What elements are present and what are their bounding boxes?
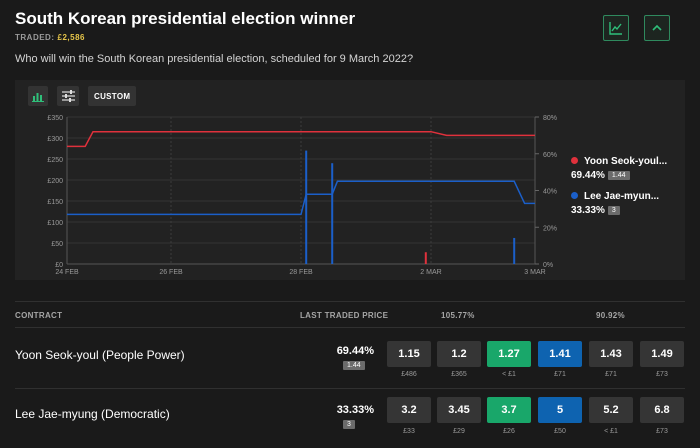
y-left-tick-label: £0 — [55, 262, 63, 269]
back-amount-3: £486 — [401, 371, 417, 378]
back-price-3[interactable]: 3.2 — [387, 397, 431, 423]
chevron-up-icon — [652, 24, 662, 31]
volume-bar — [513, 237, 516, 264]
volume-bar — [331, 163, 334, 264]
y-left-tick-label: £300 — [47, 136, 63, 143]
x-tick-label: 24 FEB — [55, 269, 79, 276]
series-line-lee — [67, 180, 535, 216]
chart-toggle-button[interactable] — [603, 15, 629, 41]
back-price-2[interactable]: 1.2 — [437, 341, 481, 367]
back-price-2[interactable]: 3.45 — [437, 397, 481, 423]
back-book-percentage: 105.77% — [441, 311, 475, 320]
traded-volume: TRADED: £2,586 — [15, 33, 85, 42]
divider — [15, 301, 685, 302]
back-amount-best: < £1 — [502, 371, 516, 378]
legend-value-lee: 33.33% — [571, 205, 605, 216]
lay-price-best[interactable]: 5 — [538, 397, 582, 423]
back-amount-2: £365 — [451, 371, 467, 378]
y-left-tick-label: £150 — [47, 199, 63, 206]
back-amount-3: £33 — [403, 428, 415, 435]
y-left-tick-label: £50 — [51, 241, 63, 248]
contract-name[interactable]: Yoon Seok-youl (People Power) — [15, 348, 185, 362]
lay-book-percentage: 90.92% — [596, 311, 625, 320]
chart-axis-ticks: £350 £300 £250 £200 £150 £100 £50 £0 80% 60% 40% 20… — [47, 115, 557, 276]
volume-bar — [424, 252, 427, 264]
price-chart: £350 £300 £250 £200 £150 £100 £50 £0 80% 60% 40% 20… — [47, 115, 557, 276]
y-right-tick-label: 0% — [543, 262, 553, 269]
back-amount-best: £26 — [503, 428, 515, 435]
lay-amount-3: £73 — [656, 428, 668, 435]
lay-amount-best: £50 — [554, 428, 566, 435]
lay-amount-2: £71 — [605, 371, 617, 378]
legend-item-yoon[interactable]: Yoon Seok-youl... 69.44% 1.44 — [571, 156, 667, 181]
last-traded-odds-badge: 3 — [343, 420, 355, 429]
back-price-best[interactable]: 1.27 — [487, 341, 531, 367]
lay-amount-best: £71 — [554, 371, 566, 378]
y-left-tick-label: £350 — [47, 115, 63, 122]
last-traded-percent: 69.44% — [336, 345, 374, 357]
back-price-3[interactable]: 1.15 — [387, 341, 431, 367]
lay-amount-2: < £1 — [604, 428, 618, 435]
chart-grid — [66, 116, 536, 265]
traded-amount: £2,586 — [57, 33, 85, 42]
last-traded-column-header: LAST TRADED PRICE — [300, 311, 389, 320]
last-traded-odds-badge: 1.44 — [343, 361, 365, 370]
chart-settings-button[interactable] — [57, 86, 79, 106]
volume-bar — [305, 150, 308, 264]
lay-price-best[interactable]: 1.41 — [538, 341, 582, 367]
lay-price-3[interactable]: 6.8 — [640, 397, 684, 423]
back-amount-2: £29 — [453, 428, 465, 435]
market-question: Who will win the South Korean presidenti… — [15, 53, 414, 65]
legend-value-yoon: 69.44% — [571, 170, 605, 181]
page-title: South Korean presidential election winne… — [15, 9, 356, 28]
lay-price-2[interactable]: 1.43 — [589, 341, 633, 367]
series-line-yoon — [67, 130, 535, 148]
bar-chart-icon — [32, 93, 44, 102]
lay-price-2[interactable]: 5.2 — [589, 397, 633, 423]
last-traded-percent: 33.33% — [336, 404, 374, 416]
x-tick-label: 26 FEB — [159, 269, 183, 276]
legend-item-lee[interactable]: Lee Jae-myun... 33.33% 3 — [571, 191, 659, 216]
divider — [15, 388, 685, 389]
legend-dot-lee — [571, 192, 578, 199]
collapse-button[interactable] — [644, 15, 670, 41]
divider — [15, 327, 685, 328]
lay-amount-3: £73 — [656, 371, 668, 378]
back-price-best[interactable]: 3.7 — [487, 397, 531, 423]
chart-series-lines — [67, 130, 535, 216]
lay-price-3[interactable]: 1.49 — [640, 341, 684, 367]
legend-badge-yoon: 1.44 — [607, 170, 630, 180]
traded-label: TRADED: — [15, 33, 55, 42]
sliders-icon — [61, 90, 75, 102]
legend-dot-yoon — [571, 157, 578, 164]
custom-range-button[interactable]: CUSTOM — [88, 86, 137, 106]
legend-name-yoon: Yoon Seok-youl... — [584, 156, 668, 167]
y-left-tick-label: £100 — [47, 220, 63, 227]
x-tick-label: 3 MAR — [524, 269, 545, 276]
y-right-tick-label: 40% — [543, 189, 557, 196]
y-right-tick-label: 60% — [543, 152, 557, 159]
y-left-tick-label: £250 — [47, 157, 63, 164]
legend-badge-lee: 3 — [607, 205, 620, 215]
contract-name[interactable]: Lee Jae-myung (Democratic) — [15, 407, 170, 421]
contract-column-header: CONTRACT — [15, 311, 63, 320]
legend-name-lee: Lee Jae-myun... — [584, 191, 660, 202]
x-tick-label: 28 FEB — [289, 269, 313, 276]
y-right-tick-label: 20% — [543, 225, 557, 232]
chart-volume-bars — [305, 150, 516, 264]
x-tick-label: 2 MAR — [420, 269, 441, 276]
y-left-tick-label: £200 — [47, 178, 63, 185]
bar-chart-button[interactable] — [28, 86, 48, 106]
chart-panel: CUSTOM £350 £300 £250 £200 £150 £100 £50 £0 80% 6… — [15, 80, 685, 280]
y-right-tick-label: 80% — [543, 115, 557, 122]
line-chart-icon — [609, 22, 622, 35]
